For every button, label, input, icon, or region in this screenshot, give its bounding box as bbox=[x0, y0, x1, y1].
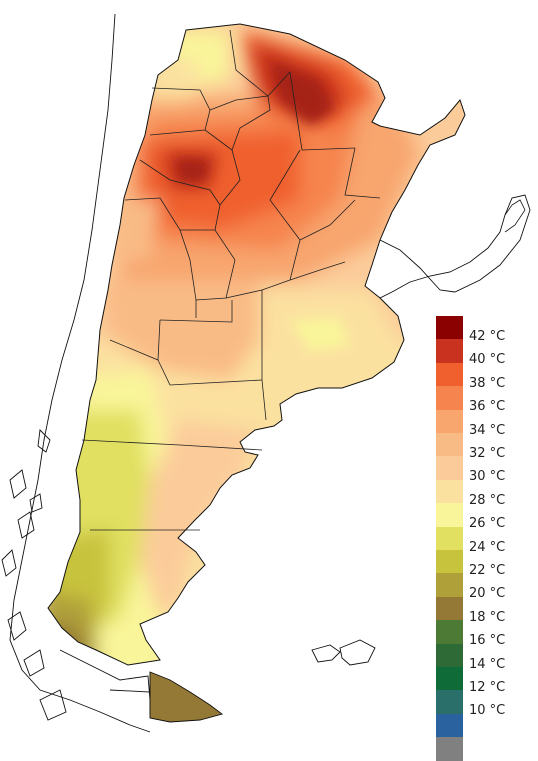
legend-item: 10 °C bbox=[436, 690, 536, 717]
legend-swatch bbox=[436, 456, 463, 480]
tierra-del-fuego bbox=[149, 671, 224, 723]
legend-item: 38 °C bbox=[436, 362, 536, 390]
rio-de-la-plata bbox=[504, 199, 526, 233]
legend-item: 12 °C bbox=[436, 667, 536, 694]
legend-swatch bbox=[436, 573, 463, 597]
legend-item: 32 °C bbox=[436, 433, 536, 460]
legend-item: 18 °C bbox=[436, 596, 536, 624]
legend-item: 16 °C bbox=[436, 620, 536, 647]
islas-malvinas bbox=[311, 639, 376, 666]
legend-label: 10 °C bbox=[469, 703, 506, 719]
legend-swatch bbox=[436, 737, 463, 761]
legend-label: 14 °C bbox=[469, 656, 506, 672]
legend-swatch bbox=[436, 503, 463, 527]
legend-label: 28 °C bbox=[469, 492, 506, 508]
legend-label: 16 °C bbox=[469, 633, 506, 649]
legend-label: 12 °C bbox=[469, 680, 506, 695]
legend-item: 24 °C bbox=[436, 526, 536, 554]
legend-swatch bbox=[436, 362, 463, 387]
legend-item: 20 °C bbox=[436, 573, 536, 600]
legend-swatch bbox=[436, 316, 463, 340]
legend-swatch bbox=[436, 339, 463, 363]
legend-item: 30 °C bbox=[436, 456, 536, 483]
legend-label: 40 °C bbox=[469, 352, 506, 368]
legend-item: 34 °C bbox=[436, 409, 536, 437]
legend-swatch bbox=[436, 620, 463, 644]
legend-label: 18 °C bbox=[469, 609, 506, 625]
legend-swatch bbox=[436, 526, 463, 550]
legend-swatch bbox=[436, 550, 463, 574]
legend-item bbox=[436, 737, 536, 761]
legend-label: 42 °C bbox=[469, 329, 506, 344]
uruguay-outline bbox=[379, 194, 531, 299]
legend-label: 36 °C bbox=[469, 399, 506, 415]
legend-swatch bbox=[436, 690, 463, 714]
temperature-map bbox=[1, 13, 531, 733]
legend-item: 14 °C bbox=[436, 643, 536, 671]
legend-label: 34 °C bbox=[469, 422, 506, 438]
province-borders bbox=[81, 29, 381, 700]
legend-item: 28 °C bbox=[436, 479, 536, 507]
legend-label: 20 °C bbox=[469, 586, 506, 602]
legend-label: 30 °C bbox=[469, 469, 506, 485]
legend-swatch bbox=[436, 667, 463, 691]
legend-label: 26 °C bbox=[469, 516, 506, 532]
legend-swatch bbox=[436, 596, 463, 621]
chile-outline bbox=[1, 13, 151, 733]
legend-item: 26 °C bbox=[436, 503, 536, 530]
legend-swatch bbox=[436, 713, 463, 738]
legend-label: 38 °C bbox=[469, 375, 506, 391]
legend-item: 22 °C bbox=[436, 550, 536, 577]
legend-swatch bbox=[436, 409, 463, 433]
legend-swatch bbox=[436, 643, 463, 667]
legend-item: 36 °C bbox=[436, 386, 536, 413]
legend-label: 22 °C bbox=[469, 563, 506, 578]
legend-label: 32 °C bbox=[469, 446, 506, 461]
legend-item: 40 °C bbox=[436, 339, 536, 366]
legend-item: 42 °C bbox=[436, 316, 536, 343]
legend-swatch bbox=[436, 479, 463, 504]
legend-swatch bbox=[436, 386, 463, 410]
legend-label: 24 °C bbox=[469, 539, 506, 555]
legend-item bbox=[436, 713, 536, 738]
legend-swatch bbox=[436, 433, 463, 457]
